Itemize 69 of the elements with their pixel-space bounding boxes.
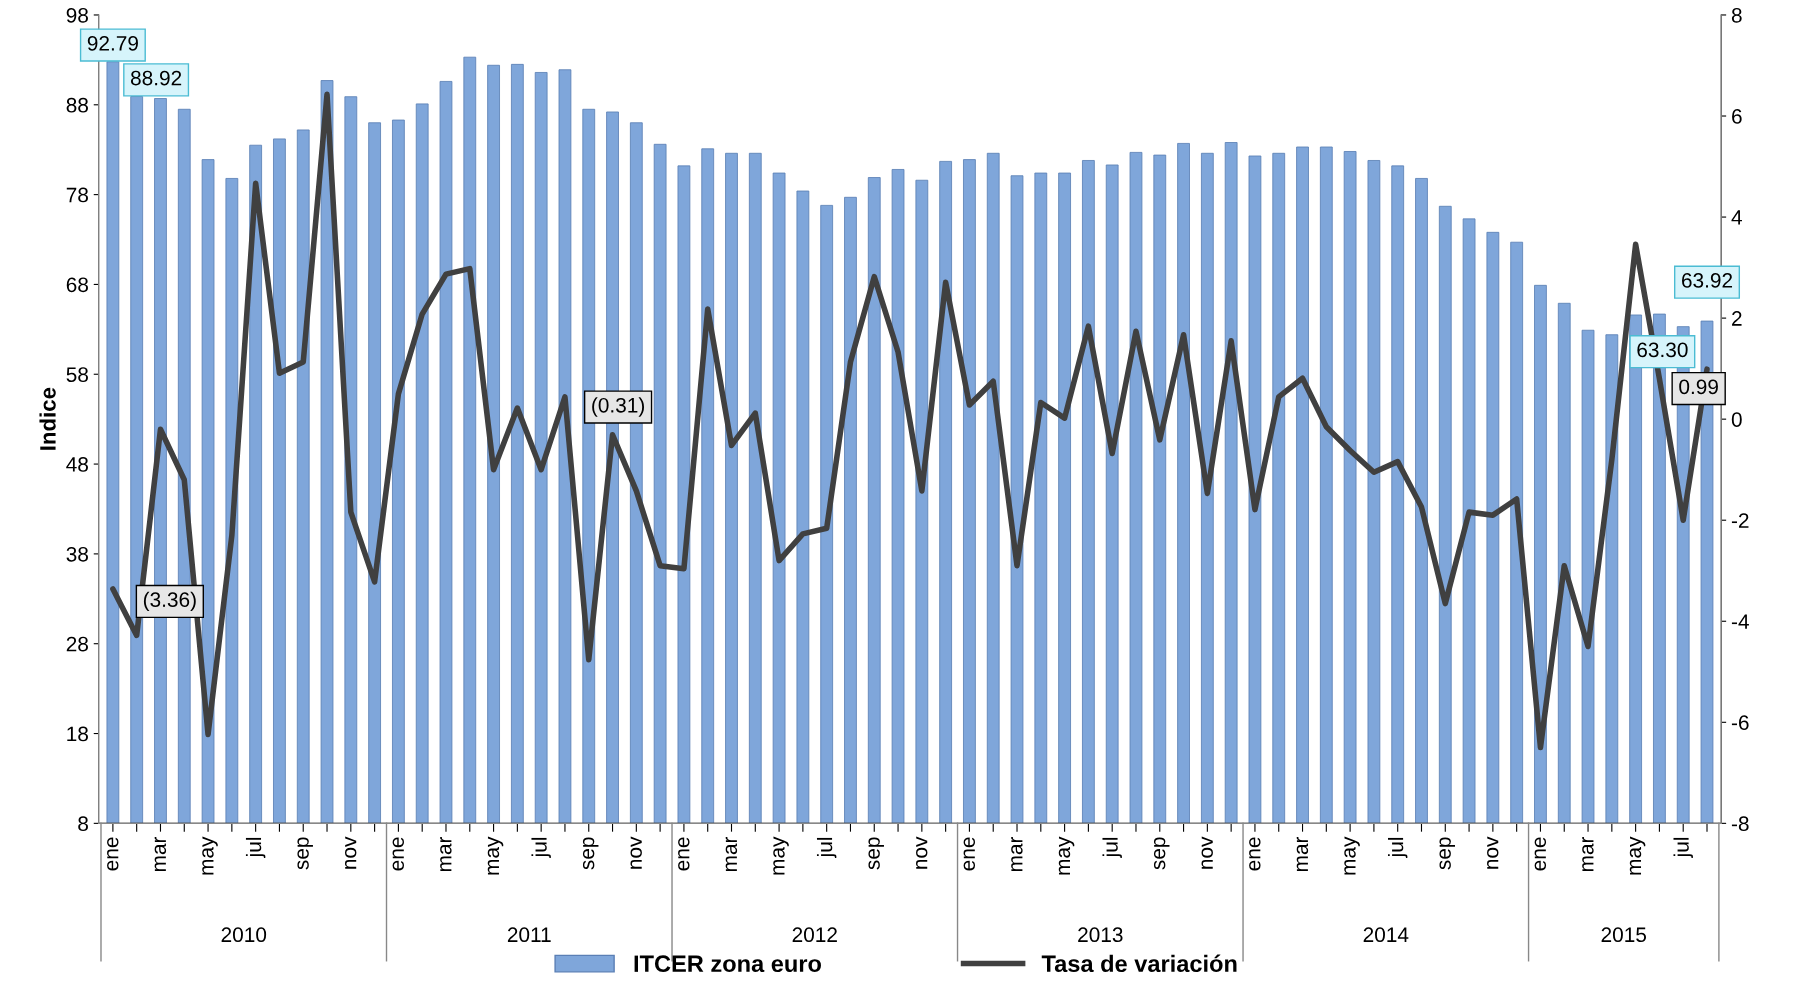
y-tick-label: 78	[66, 187, 88, 203]
y-tick-label: 38	[66, 546, 88, 562]
legend-label: ITCER zona euro	[634, 955, 821, 973]
x-tick-label: sep	[868, 837, 884, 870]
y2-tick-label: -4	[1731, 614, 1749, 629]
x-tick-label: jul	[531, 837, 551, 858]
data-label: 0.99	[1679, 379, 1718, 395]
data-label: 88.92	[130, 70, 182, 86]
data-label: 63.30	[1637, 342, 1688, 358]
x-tick-label: jul	[245, 837, 266, 858]
x-tick-label: may	[773, 836, 789, 875]
data-label: 92.79	[87, 35, 138, 51]
text: 2013	[1078, 927, 1123, 943]
x-tick-label: mar	[1011, 836, 1023, 872]
x-tick-label: may	[202, 836, 218, 875]
y2-tick-label: 0	[1731, 412, 1742, 427]
x-tick-label: sep	[1439, 837, 1455, 870]
x-tick-label: jul	[1673, 837, 1693, 858]
x-tick-label: jul	[816, 837, 837, 858]
x-tick-label: mar	[725, 836, 738, 872]
data-label: (0.31)	[592, 397, 645, 417]
y-tick-label: 48	[66, 457, 88, 472]
x-tick-label: ene	[107, 837, 119, 871]
y-axis-title: Indice	[39, 387, 56, 450]
x-tick-label: nov	[630, 836, 642, 869]
x-tick-label: may	[1629, 836, 1646, 875]
text: 2014	[1363, 927, 1409, 943]
x-tick-label: ene	[963, 837, 976, 871]
text: 2015	[1601, 927, 1647, 943]
y-tick-label: 28	[66, 636, 88, 652]
x-tick-label: sep	[1153, 837, 1170, 870]
y2-tick-label: -8	[1731, 816, 1749, 832]
y-tick-label: 8	[78, 816, 88, 832]
y2-tick-label: -6	[1731, 715, 1749, 731]
legend-label: Tasa de variación	[1041, 954, 1237, 973]
y2-tick-label: -2	[1731, 513, 1749, 528]
x-tick-label: nov	[1201, 836, 1213, 869]
x-tick-label: may	[487, 836, 504, 875]
y-tick-label: 18	[67, 726, 88, 742]
x-tick-label: mar	[440, 836, 452, 872]
x-tick-label: mar	[154, 836, 167, 872]
y2-tick-label: 8	[1731, 7, 1742, 23]
x-tick-label: ene	[678, 837, 690, 871]
x-tick-label: nov	[344, 836, 357, 869]
y-tick-label: 58	[66, 367, 88, 382]
y-tick-label: 68	[66, 277, 88, 293]
x-tick-label: nov	[916, 836, 928, 869]
data-label: 63.92	[1682, 273, 1733, 288]
data-label: (3.36)	[143, 591, 196, 612]
x-tick-label: nov	[1487, 836, 1499, 869]
x-tick-label: jul	[1102, 837, 1122, 858]
x-tick-label: may	[1058, 836, 1075, 875]
x-tick-label: sep	[297, 837, 313, 870]
y2-tick-label: 2	[1732, 311, 1742, 326]
text: 2012	[792, 927, 837, 943]
x-tick-label: may	[1344, 836, 1360, 875]
x-tick-label: jul	[1387, 837, 1408, 858]
y-tick-label: 98	[66, 7, 88, 23]
text: 2011	[507, 927, 551, 943]
x-tick-label: ene	[392, 837, 404, 871]
x-tick-label: ene	[1534, 837, 1547, 871]
text: 2010	[221, 927, 267, 943]
x-tick-label: mar	[1296, 836, 1309, 872]
y-tick-label: 88	[66, 97, 88, 113]
x-tick-label: mar	[1582, 836, 1594, 872]
y2-tick-label: 4	[1731, 210, 1742, 225]
x-tick-label: ene	[1249, 837, 1261, 871]
y2-tick-label: 6	[1732, 109, 1742, 124]
x-tick-label: sep	[582, 837, 599, 870]
